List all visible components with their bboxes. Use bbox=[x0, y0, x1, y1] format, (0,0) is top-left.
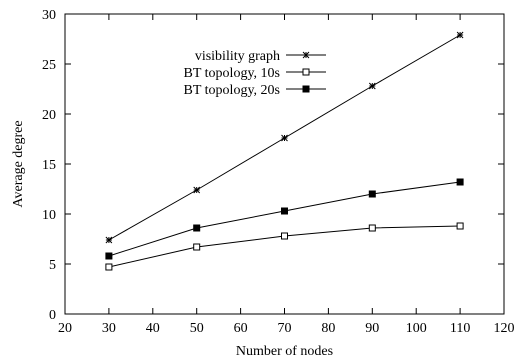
x-axis-label: Number of nodes bbox=[236, 344, 333, 359]
data-point bbox=[368, 190, 376, 198]
data-point bbox=[193, 224, 201, 232]
data-point bbox=[193, 186, 201, 194]
data-point bbox=[193, 243, 201, 251]
series-line bbox=[108, 225, 461, 268]
legend-marker bbox=[302, 51, 310, 59]
data-point bbox=[281, 207, 288, 215]
data-point bbox=[368, 224, 376, 232]
legend: visibility graph BT topology, 10s BT topol… bbox=[184, 49, 326, 98]
data-point bbox=[368, 82, 376, 90]
x-tick-label: 40 bbox=[146, 321, 160, 336]
series-3 bbox=[105, 178, 464, 260]
y-axis-label: Average degree bbox=[11, 120, 26, 207]
x-tick-label: 110 bbox=[450, 321, 470, 336]
x-tick-label: 30 bbox=[102, 321, 116, 336]
y-tick-label: 25 bbox=[42, 58, 56, 73]
data-point bbox=[281, 134, 288, 142]
y-tick-label: 30 bbox=[42, 8, 56, 23]
series-1 bbox=[105, 31, 464, 244]
data-point bbox=[456, 222, 464, 230]
x-tick-label: 50 bbox=[190, 321, 204, 336]
x-tick-label: 120 bbox=[494, 321, 515, 336]
legend-label: visibility graph bbox=[195, 49, 280, 64]
x-tick-label: 60 bbox=[234, 321, 248, 336]
data-point bbox=[456, 178, 464, 186]
y-tick-label: 15 bbox=[42, 158, 56, 173]
legend-item: BT topology, 10s bbox=[184, 66, 326, 81]
plot-frame bbox=[64, 13, 505, 315]
y-tick-label: 10 bbox=[42, 208, 56, 223]
x-tick-label: 100 bbox=[406, 321, 427, 336]
data-point bbox=[281, 232, 288, 240]
x-tick-label: 20 bbox=[58, 321, 72, 336]
data-point bbox=[105, 263, 113, 271]
series-line bbox=[108, 181, 461, 257]
data-point bbox=[456, 31, 464, 39]
legend-marker bbox=[302, 68, 310, 76]
legend-marker bbox=[302, 85, 310, 93]
legend-label: BT topology, 20s bbox=[184, 83, 280, 98]
data-point bbox=[105, 252, 113, 260]
x-tick-label: 70 bbox=[278, 321, 292, 336]
x-tick-label: 90 bbox=[365, 321, 379, 336]
series-2 bbox=[105, 222, 464, 271]
data-series bbox=[105, 31, 464, 271]
legend-label: BT topology, 10s bbox=[184, 66, 280, 81]
x-tick-label: 80 bbox=[321, 321, 335, 336]
y-tick-label: 5 bbox=[49, 258, 56, 273]
y-tick-label: 0 bbox=[49, 308, 56, 323]
data-point bbox=[105, 236, 113, 244]
legend-item: BT topology, 20s bbox=[184, 83, 326, 98]
y-tick-label: 20 bbox=[42, 108, 56, 123]
plot-axes bbox=[64, 13, 505, 315]
axis-ticks: 20 30 40 50 60 70 80 90 100 110 120 0 5 10 15 20 25 30 bbox=[42, 8, 515, 336]
legend-item: visibility graph bbox=[195, 49, 326, 64]
